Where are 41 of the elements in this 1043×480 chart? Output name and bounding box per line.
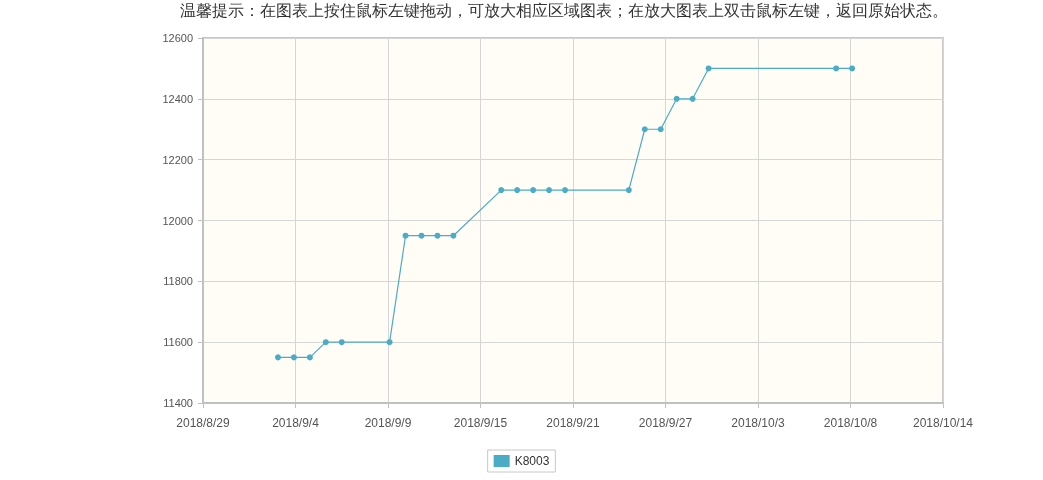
x-tick-label: 2018/10/3 [731,416,786,430]
text: 温馨提示：在图表上按住鼠标左键拖动，可放大相应区域图表；在放大图表上双击鼠标左键，返回原始状态。 [180,1,948,19]
point [514,187,521,194]
y-tick-label: 12400 [162,92,193,105]
point [562,187,569,194]
point [418,232,425,239]
y-tick-label: 11800 [163,275,193,288]
point [657,126,664,133]
x-tick-label: 2018/8/29 [176,416,231,430]
y-tick-label: 12600 [162,32,193,44]
x-tick-label: 2018/10/8 [823,416,878,430]
point [530,187,537,194]
point [689,95,696,102]
y-tick-label: 11400 [163,397,193,409]
point [705,65,712,72]
point [338,339,345,346]
point [290,354,297,361]
point [833,65,840,72]
x-tick-label: 2018/9/15 [453,416,508,430]
x-tick-label: 2018/9/21 [546,416,601,430]
x-tick-label: 2018/10/14 [912,416,974,430]
point [402,232,409,239]
x-tick-label: 2018/9/9 [364,416,412,430]
point [849,65,856,72]
point [641,126,648,133]
point [306,354,313,361]
legend-label: K8003 [514,454,550,468]
point [274,354,281,361]
point [498,187,505,194]
y-tick-label: 12200 [162,153,193,166]
point [546,187,553,194]
y-tick-label: 11600 [163,336,193,349]
point [386,339,393,346]
x-tick-label: 2018/9/4 [272,416,320,430]
y-tick-label: 12000 [162,214,193,227]
point [673,95,680,102]
point [322,339,329,346]
point [450,232,457,239]
x-tick-label: 2018/9/27 [638,416,693,430]
point [625,187,632,194]
point [434,232,441,239]
